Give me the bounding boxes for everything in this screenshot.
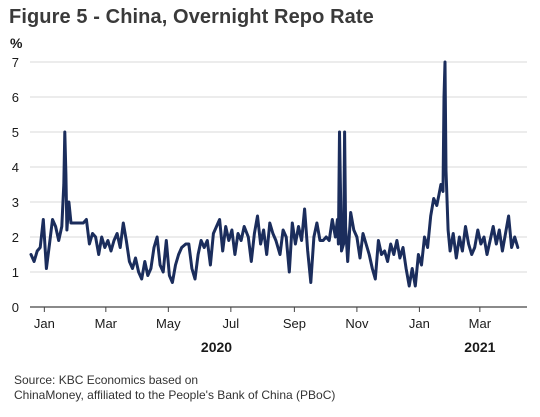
y-tick-label: 2 — [12, 230, 19, 245]
x-tick-label: Jan — [409, 316, 430, 331]
y-tick-label: 1 — [12, 265, 19, 280]
x-axis: Jan Mar May Jul Sep Nov Jan Mar 2020 2021 — [34, 307, 496, 355]
source-line-2: ChinaMoney, affiliated to the People's B… — [14, 388, 336, 402]
x-tick-label: Mar — [95, 316, 118, 331]
plot-area — [29, 60, 520, 288]
y-tick-label: 7 — [12, 55, 19, 70]
source-line-1: Source: KBC Economics based on — [14, 373, 199, 387]
x-tick-label: Jul — [223, 316, 240, 331]
gridlines — [30, 61, 527, 308]
x-tick-label: Nov — [345, 316, 369, 331]
x-tick-label: Jan — [34, 316, 55, 331]
y-axis-ticks: 0 1 2 3 4 5 6 7 — [12, 55, 19, 315]
y-tick-label: 3 — [12, 195, 19, 210]
series-line-0 — [29, 60, 520, 288]
y-tick-label: 6 — [12, 90, 19, 105]
chart-title: Figure 5 - China, Overnight Repo Rate — [9, 6, 374, 28]
y-tick-label: 0 — [12, 300, 19, 315]
y-tick-label: 4 — [12, 160, 19, 175]
x-year-label: 2021 — [464, 339, 495, 355]
x-tick-label: Sep — [283, 316, 306, 331]
x-year-label: 2020 — [201, 339, 232, 355]
x-tick-label: Mar — [469, 316, 492, 331]
x-tick-label: May — [156, 316, 181, 331]
source-note: Source: KBC Economics based on ChinaMone… — [14, 373, 434, 403]
y-axis-unit-label: % — [10, 35, 23, 51]
y-tick-label: 5 — [12, 125, 19, 140]
